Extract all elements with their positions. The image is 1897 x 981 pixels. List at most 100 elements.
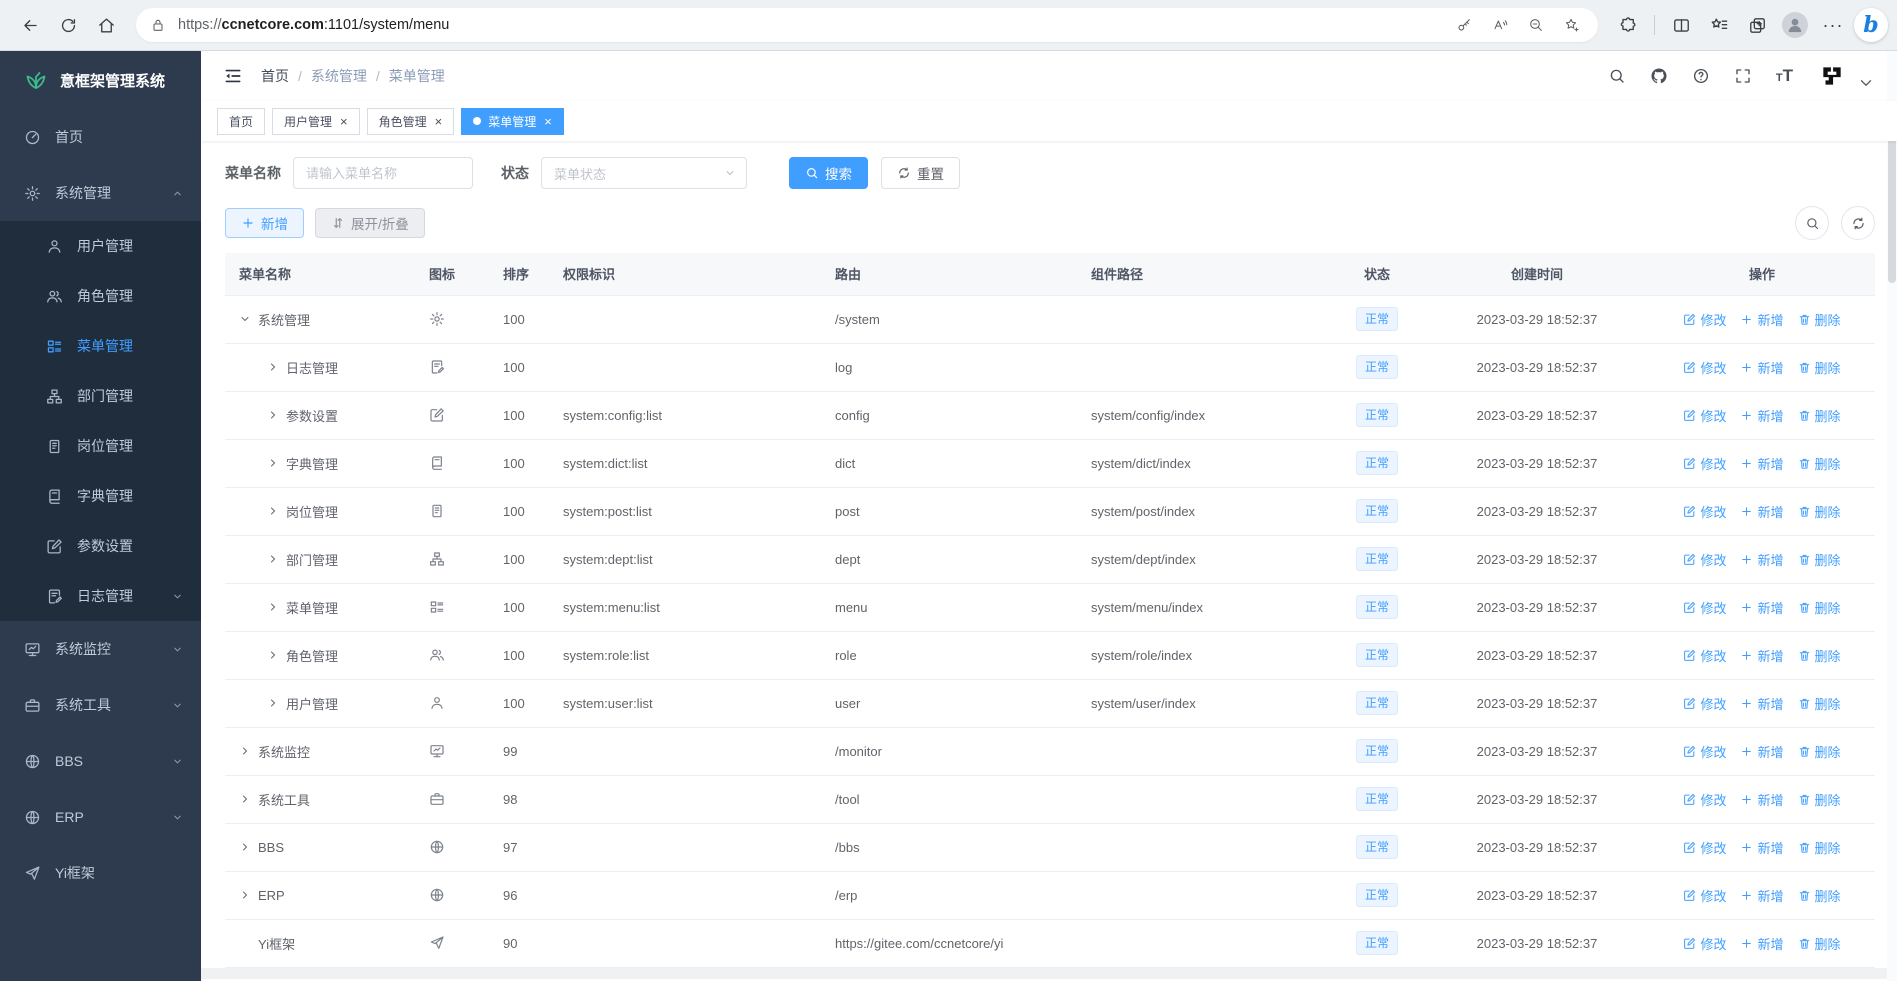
delete-link[interactable]: 删除 [1798,550,1841,569]
browser-back-button[interactable] [12,8,48,42]
sidebar-item[interactable]: ERP [0,789,201,845]
edit-link[interactable]: 修改 [1683,406,1726,425]
add-link[interactable]: 新增 [1740,742,1784,761]
delete-link[interactable]: 删除 [1798,646,1841,665]
delete-link[interactable]: 删除 [1798,886,1841,905]
collections-button[interactable] [1739,8,1775,42]
expand-row-icon[interactable] [267,361,279,373]
font-size-icon[interactable]: TT [1775,66,1793,85]
delete-link[interactable]: 删除 [1798,454,1841,473]
expand-row-icon[interactable] [239,793,251,805]
add-link[interactable]: 新增 [1740,886,1784,905]
reset-button[interactable]: 重置 [881,157,960,189]
expand-row-icon[interactable] [239,841,251,853]
zoom-out-button[interactable] [1520,10,1552,40]
sidebar-item[interactable]: Yi框架 [0,845,201,901]
expand-row-icon[interactable] [267,553,279,565]
edit-link[interactable]: 修改 [1683,790,1726,809]
status-select[interactable]: 菜单状态 [541,157,747,189]
add-link[interactable]: 新增 [1740,646,1784,665]
help-icon[interactable] [1692,67,1710,85]
delete-link[interactable]: 删除 [1798,790,1841,809]
header-search-icon[interactable] [1608,67,1626,85]
favorites-button[interactable] [1701,8,1737,42]
collapse-sidebar-button[interactable] [223,66,243,86]
add-link[interactable]: 新增 [1740,934,1784,953]
sidebar-item[interactable]: 参数设置 [0,521,201,571]
edit-link[interactable]: 修改 [1683,598,1726,617]
delete-link[interactable]: 删除 [1798,358,1841,377]
menu-name-input[interactable] [293,157,473,189]
edit-link[interactable]: 修改 [1683,310,1726,329]
sidebar-item[interactable]: 字典管理 [0,471,201,521]
sidebar-item[interactable]: 日志管理 [0,571,201,621]
delete-link[interactable]: 删除 [1798,838,1841,857]
sidebar-item[interactable]: 角色管理 [0,271,201,321]
expand-collapse-button[interactable]: 展开/折叠 [315,208,425,238]
browser-menu-button[interactable]: ··· [1815,8,1851,42]
delete-link[interactable]: 删除 [1798,694,1841,713]
sidebar-item[interactable]: 首页 [0,109,201,165]
scrollbar[interactable] [1887,51,1897,981]
expand-row-icon[interactable] [239,745,251,757]
edit-link[interactable]: 修改 [1683,742,1726,761]
sidebar-item[interactable]: 岗位管理 [0,421,201,471]
sidebar-item[interactable]: 用户管理 [0,221,201,271]
browser-refresh-button[interactable] [50,8,86,42]
expand-row-icon[interactable] [267,457,279,469]
tab-item[interactable]: 角色管理 × [366,107,455,135]
edit-link[interactable]: 修改 [1683,886,1726,905]
edit-link[interactable]: 修改 [1683,502,1726,521]
delete-link[interactable]: 删除 [1798,406,1841,425]
avatar-caret-icon[interactable] [1857,74,1875,92]
expand-row-icon[interactable] [239,889,251,901]
add-link[interactable]: 新增 [1740,502,1784,521]
expand-row-icon[interactable] [267,505,279,517]
bing-copilot-button[interactable]: b [1853,8,1889,42]
edit-link[interactable]: 修改 [1683,358,1726,377]
profile-button[interactable] [1777,8,1813,42]
add-favorite-button[interactable] [1556,10,1588,40]
breadcrumb-system[interactable]: 系统管理 [310,68,367,84]
sidebar-item[interactable]: 系统工具 [0,677,201,733]
add-link[interactable]: 新增 [1740,790,1784,809]
show-search-button[interactable] [1795,206,1829,240]
add-link[interactable]: 新增 [1740,454,1784,473]
expand-row-icon[interactable] [267,697,279,709]
sidebar-item[interactable]: 部门管理 [0,371,201,421]
sidebar-item[interactable]: 系统管理 [0,165,201,221]
close-tab-icon[interactable]: × [340,113,348,129]
add-link[interactable]: 新增 [1740,598,1784,617]
add-link[interactable]: 新增 [1740,694,1784,713]
address-bar[interactable]: https://ccnetcore.com:1101/system/menu [136,8,1598,42]
add-link[interactable]: 新增 [1740,838,1784,857]
sidebar-item[interactable]: 菜单管理 [0,321,201,371]
add-link[interactable]: 新增 [1740,358,1784,377]
sidebar-item[interactable]: BBS [0,733,201,789]
tab-active[interactable]: 菜单管理 × [461,107,564,135]
sidebar-item[interactable]: 系统监控 [0,621,201,677]
read-aloud-button[interactable] [1484,10,1516,40]
close-tab-icon[interactable]: × [544,113,552,129]
add-link[interactable]: 新增 [1740,310,1784,329]
expand-row-icon[interactable] [267,649,279,661]
expand-row-icon[interactable] [267,409,279,421]
fullscreen-icon[interactable] [1734,67,1752,85]
add-link[interactable]: 新增 [1740,550,1784,569]
close-tab-icon[interactable]: × [434,113,443,129]
tab-item[interactable]: 用户管理 × [272,107,360,135]
edit-link[interactable]: 修改 [1683,454,1726,473]
tab-item[interactable]: 首页 [217,107,266,135]
extensions-button[interactable] [1610,8,1646,42]
delete-link[interactable]: 删除 [1798,742,1841,761]
add-link[interactable]: 新增 [1740,406,1784,425]
edit-link[interactable]: 修改 [1683,694,1726,713]
edit-link[interactable]: 修改 [1683,838,1726,857]
scrollbar-thumb[interactable] [1888,113,1896,283]
password-button[interactable] [1448,10,1480,40]
user-avatar[interactable] [1817,61,1847,91]
delete-link[interactable]: 删除 [1798,598,1841,617]
search-button[interactable]: 搜索 [789,157,868,189]
edit-link[interactable]: 修改 [1683,550,1726,569]
edit-link[interactable]: 修改 [1683,934,1726,953]
